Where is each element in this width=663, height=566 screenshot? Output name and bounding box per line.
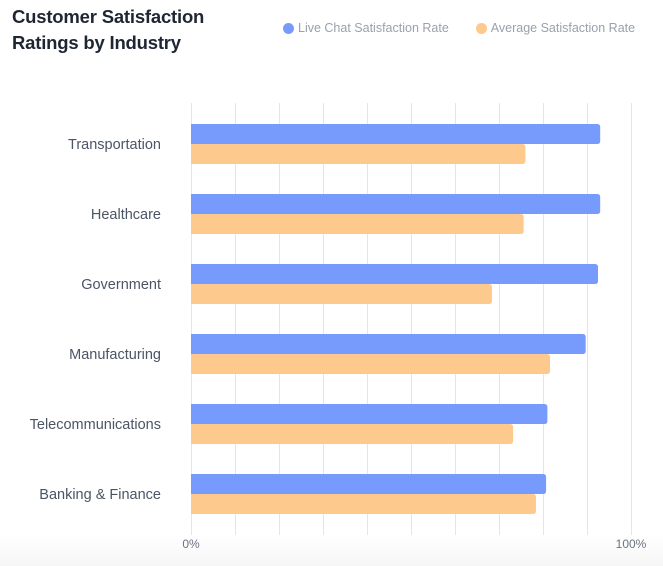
category-label: Telecommunications	[30, 417, 161, 433]
bar-live-chat-government[interactable]	[191, 264, 598, 284]
bar-average-telecommunications[interactable]	[191, 424, 514, 444]
category-label: Government	[81, 277, 161, 293]
legend-item-live-chat[interactable]: Live Chat Satisfaction Rate	[283, 21, 449, 35]
x-axis-tick-labels: 0% 100%	[182, 537, 646, 551]
legend-dot-icon	[475, 22, 487, 34]
bar-average-banking-finance[interactable]	[191, 494, 536, 514]
category-label: Banking & Finance	[39, 487, 161, 503]
x-tick-label: 0%	[182, 537, 200, 551]
bar-live-chat-manufacturing[interactable]	[191, 334, 586, 354]
category-label: Healthcare	[91, 207, 161, 223]
bar-live-chat-transportation[interactable]	[191, 124, 601, 144]
category-label: Transportation	[68, 137, 161, 153]
bar-average-manufacturing[interactable]	[191, 354, 551, 374]
x-tick-label: 100%	[616, 537, 647, 551]
chart-title-line-1: Customer Satisfaction	[12, 6, 205, 27]
bar-live-chat-telecommunications[interactable]	[191, 404, 548, 424]
gridlines	[191, 103, 632, 535]
legend-label: Average Satisfaction Rate	[490, 21, 636, 35]
chart-legend: Live Chat Satisfaction Rate Average Sati…	[283, 21, 662, 35]
bar-live-chat-banking-finance[interactable]	[191, 474, 547, 494]
bar-average-transportation[interactable]	[191, 144, 526, 164]
bar-average-healthcare[interactable]	[191, 214, 524, 234]
category-labels: Transportation Healthcare Government Manufa…	[30, 137, 161, 503]
legend-item-average[interactable]: Average Satisfaction Rate	[475, 21, 636, 35]
bars	[191, 124, 601, 514]
bar-live-chat-healthcare[interactable]	[191, 194, 601, 214]
category-label: Manufacturing	[69, 347, 161, 363]
chart-title-line-2: Ratings by Industry	[12, 32, 181, 53]
legend-dot-icon	[283, 22, 294, 34]
chart-title: Customer Satisfaction Ratings by Industr…	[12, 4, 232, 56]
legend-label: Live Chat Satisfaction Rate	[298, 21, 449, 35]
bar-average-government[interactable]	[191, 284, 492, 304]
